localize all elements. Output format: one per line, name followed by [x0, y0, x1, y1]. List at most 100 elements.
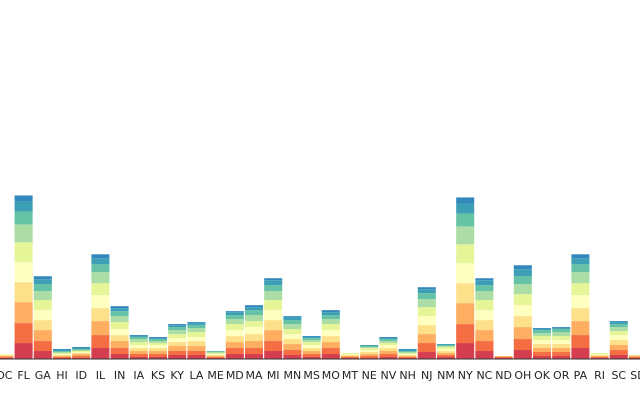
bar-segment	[475, 300, 494, 311]
bar-segment	[436, 353, 456, 356]
bar-segment	[52, 355, 72, 357]
bar-segment	[456, 283, 475, 304]
bar-segment	[609, 327, 628, 332]
bar-segment	[283, 344, 302, 351]
bar-segment	[206, 355, 225, 357]
bar-segment	[225, 315, 244, 320]
bar-segment	[283, 355, 302, 359]
bar-segment	[609, 345, 628, 351]
bar-segment	[14, 195, 33, 202]
bar-segment	[244, 327, 264, 335]
bar-segment	[340, 354, 360, 356]
bar-segment	[91, 283, 110, 296]
bar-segment	[379, 345, 398, 349]
bar-segment	[148, 354, 168, 358]
bar-segment	[417, 352, 436, 359]
bar-segment	[552, 328, 571, 330]
bar-segment	[571, 264, 590, 273]
bar-segment	[225, 336, 244, 343]
bar-segment	[244, 315, 264, 322]
bar-segment	[283, 334, 302, 340]
bar-segment	[148, 357, 168, 359]
bar-segment	[571, 272, 590, 284]
x-tick-label: IN	[114, 369, 125, 382]
bar-segment	[244, 341, 264, 349]
bar-segment	[552, 340, 571, 345]
bar-segment	[360, 352, 379, 355]
bar-segment	[283, 324, 302, 330]
bar-segment	[283, 316, 302, 318]
bar-segment	[129, 354, 148, 358]
bar-segment	[52, 357, 72, 359]
bar-segment	[148, 348, 168, 352]
bar-segment	[52, 356, 72, 358]
bar-segment	[168, 334, 187, 339]
bar-segment	[33, 284, 52, 292]
bar-segment	[244, 307, 264, 311]
bar-segment	[264, 278, 283, 281]
bar-segment	[0, 355, 14, 357]
bar-segment	[187, 337, 206, 342]
bar-segment	[513, 284, 532, 295]
bar-segment	[91, 335, 110, 349]
bar-segment	[456, 324, 475, 344]
bar-segment	[187, 323, 206, 326]
bar-segment	[33, 351, 52, 359]
bar-segment	[129, 351, 148, 355]
x-tick-label: KY	[170, 369, 184, 382]
bar-segment	[129, 337, 148, 340]
bar-segment	[436, 344, 456, 346]
bar-segment	[379, 348, 398, 352]
bar-segment	[398, 353, 417, 355]
bar-segment	[532, 352, 552, 357]
bar-segment	[609, 321, 628, 323]
bar-segment	[52, 354, 72, 356]
bar-segment	[110, 329, 129, 336]
bar-segment	[513, 276, 532, 285]
bar-segment	[302, 336, 321, 338]
bar-segment	[91, 272, 110, 284]
bar-segment	[302, 345, 321, 349]
bar-segment	[148, 339, 168, 342]
bar-segment	[552, 344, 571, 349]
bar-segment	[379, 343, 398, 346]
bar-segment	[33, 310, 52, 321]
bar-segment	[168, 355, 187, 359]
bar-segment	[91, 308, 110, 322]
bar-segment	[110, 341, 129, 349]
bar-segment	[532, 336, 552, 341]
bar-segment	[360, 346, 379, 348]
bar-segment	[187, 346, 206, 352]
bar-segment	[168, 338, 187, 343]
x-tick-label: RI	[594, 369, 605, 382]
x-tick-label: SD	[630, 369, 640, 382]
bar-segment	[129, 335, 148, 337]
bar-segment	[302, 348, 321, 352]
bar-segment	[302, 351, 321, 355]
x-tick-label: KS	[151, 369, 165, 382]
x-tick-label: NE	[362, 369, 377, 382]
bar-segment	[283, 320, 302, 325]
bar-segment	[187, 325, 206, 329]
bar-segment	[321, 354, 340, 359]
bar-segment	[302, 354, 321, 358]
bar-segment	[283, 329, 302, 335]
x-tick-label: ND	[495, 369, 512, 382]
x-tick-label: MT	[342, 369, 358, 382]
bar-segment	[417, 299, 436, 308]
bar-segment	[52, 349, 72, 351]
bar-segment	[33, 330, 52, 342]
bar-segment	[398, 350, 417, 352]
bar-segment	[552, 352, 571, 357]
bar-segment	[532, 344, 552, 349]
bar-segment	[110, 348, 129, 355]
bar-segment	[168, 346, 187, 352]
bar-segment	[91, 295, 110, 309]
bar-segment	[244, 354, 264, 359]
bar-segment	[475, 280, 494, 286]
bar-segment	[571, 348, 590, 359]
x-tick-label: NV	[381, 369, 397, 382]
bar-segment	[14, 343, 33, 359]
bar-segment	[417, 334, 436, 344]
